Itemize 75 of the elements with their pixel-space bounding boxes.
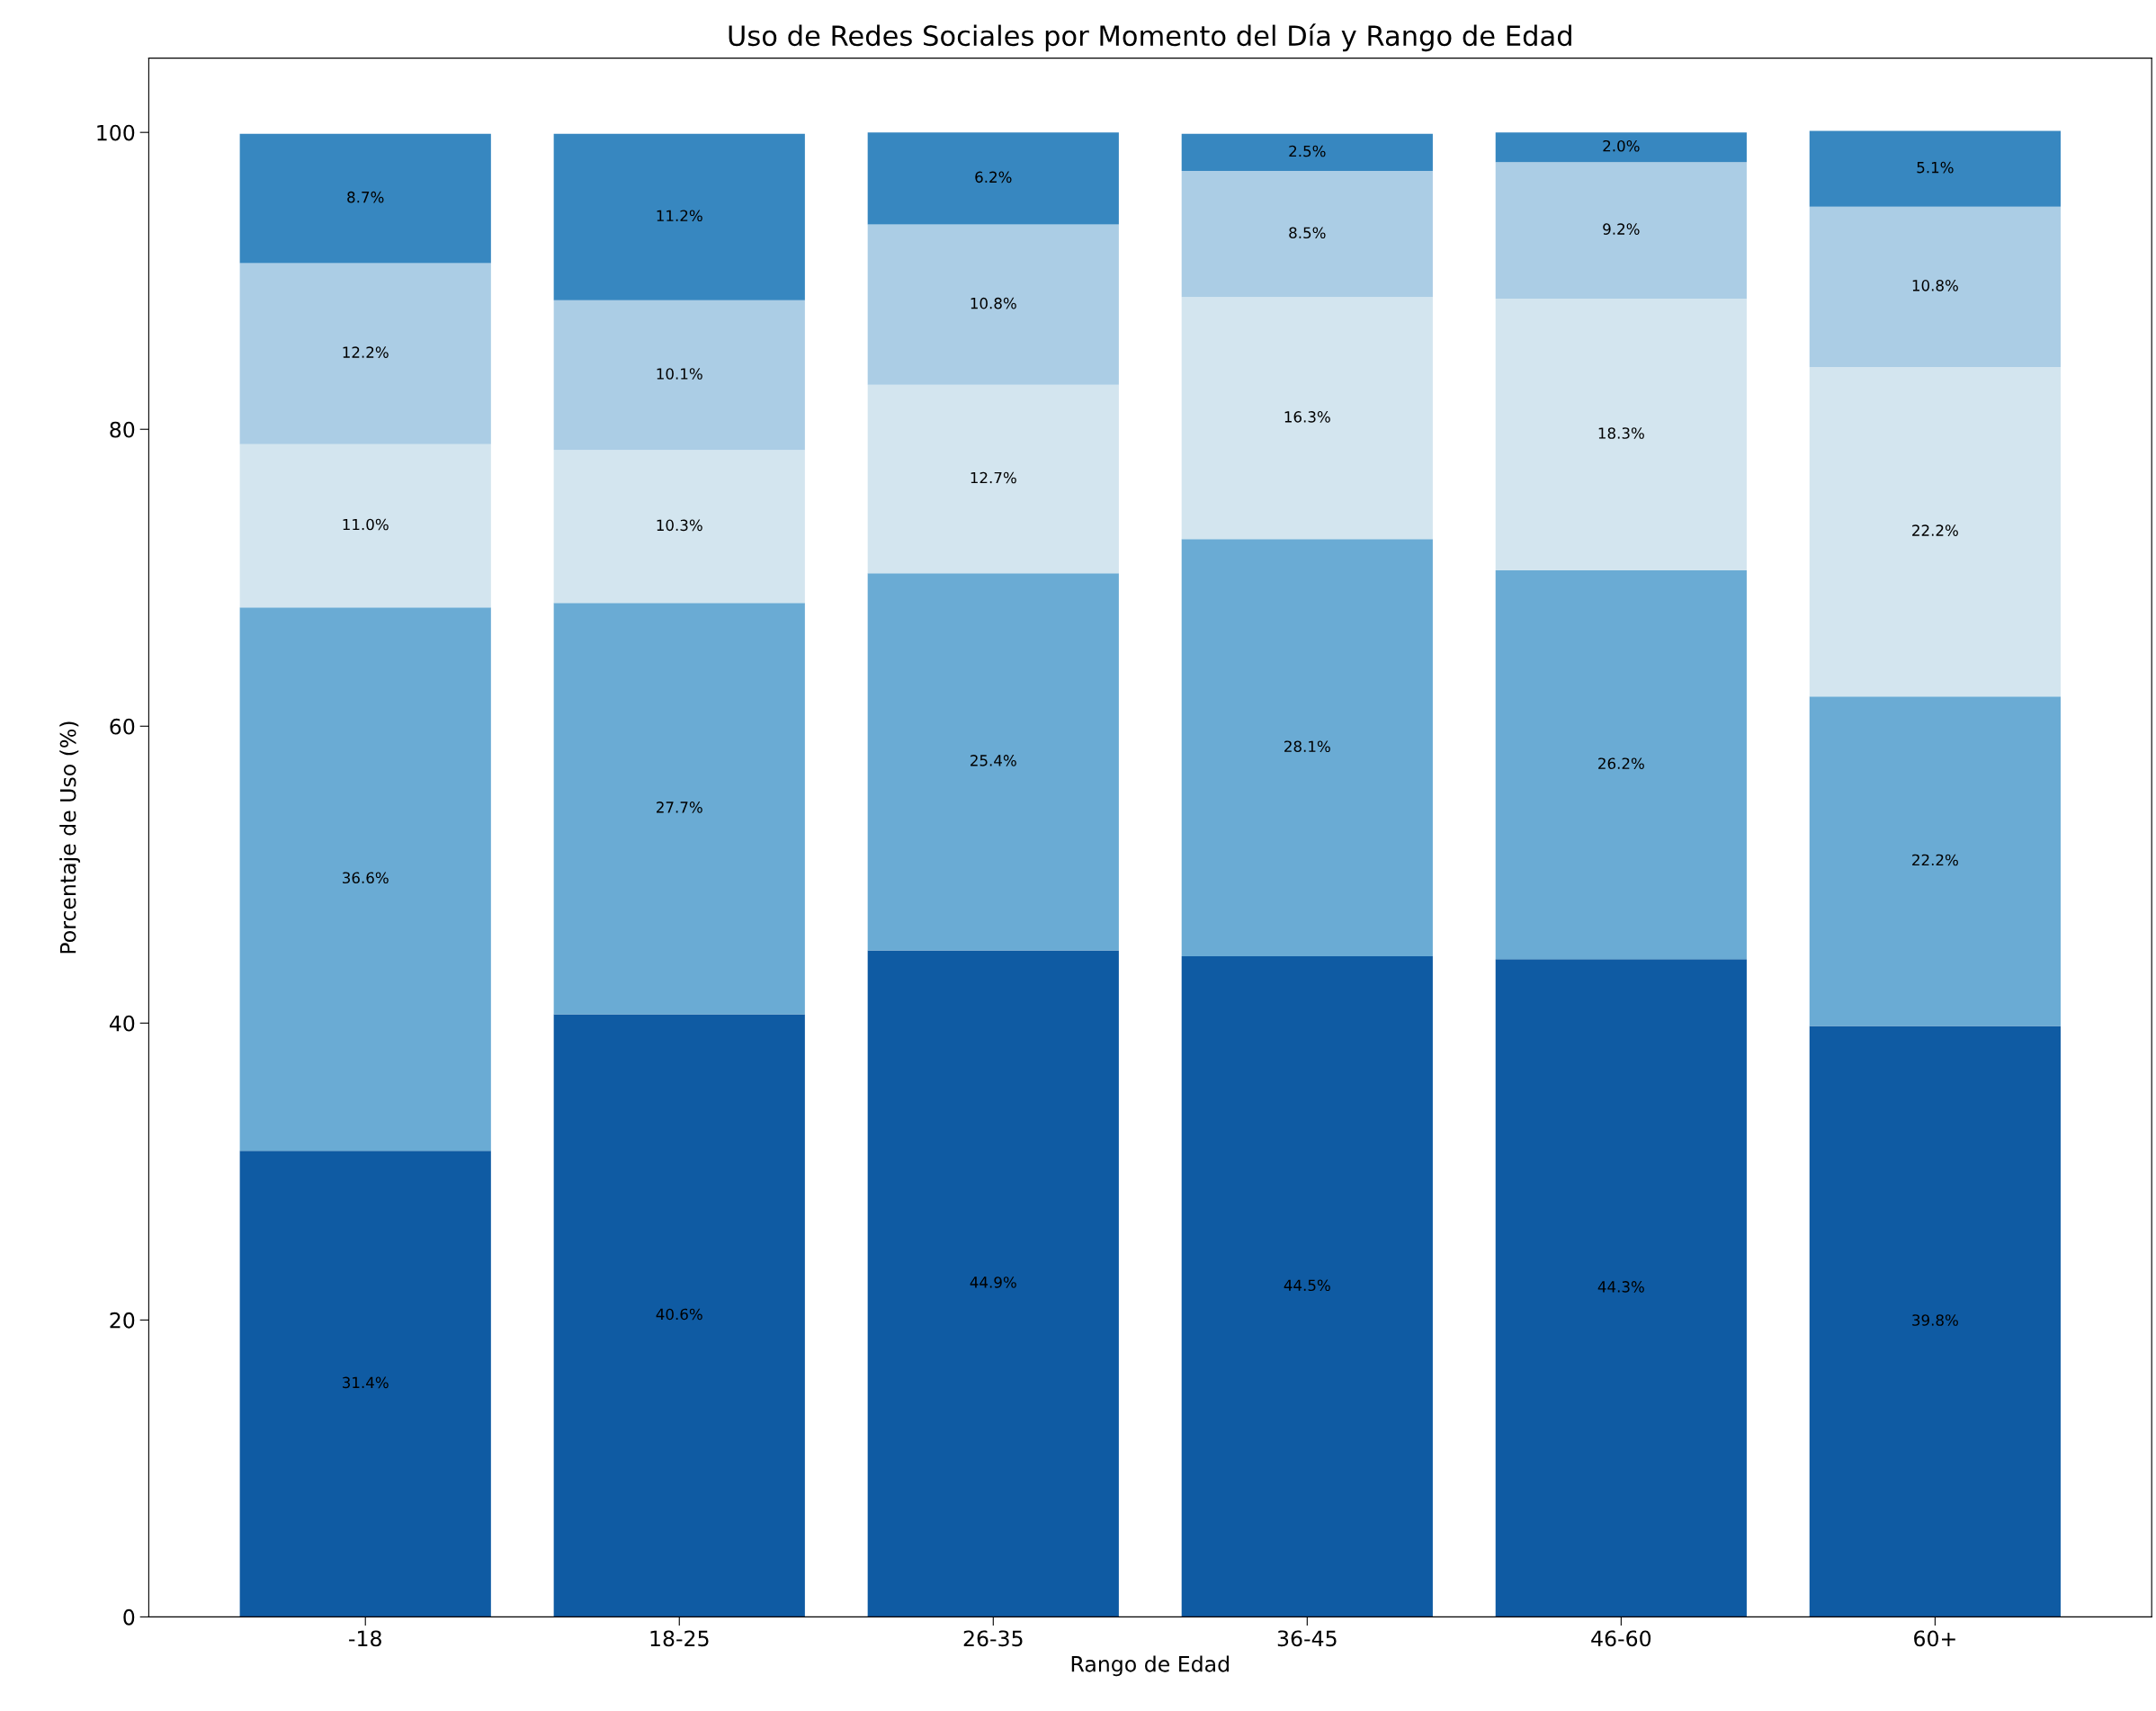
data-label: 10.1% xyxy=(657,368,702,380)
data-label: 9.2% xyxy=(1603,223,1640,235)
bar xyxy=(1495,162,1747,299)
bar xyxy=(553,133,805,300)
bar xyxy=(1809,206,2061,367)
data-label: 22.2% xyxy=(1912,854,1958,866)
bar xyxy=(867,573,1119,951)
y-tick-label: 40 xyxy=(109,1015,135,1032)
bar xyxy=(1495,569,1747,960)
x-axis-title: Rango de Edad xyxy=(1071,1655,1229,1677)
bar xyxy=(1809,130,2061,207)
data-label: 2.5% xyxy=(1289,145,1326,157)
data-label: 11.2% xyxy=(657,210,702,222)
y-tick-label: 80 xyxy=(110,421,135,438)
x-tick-label: -18 xyxy=(349,1630,381,1647)
bar xyxy=(1809,696,2061,1026)
x-tick-label: 60+ xyxy=(1914,1630,1955,1647)
bar xyxy=(239,263,491,444)
bar xyxy=(553,603,805,1015)
bar xyxy=(1181,297,1433,540)
x-tick-label: 26-35 xyxy=(963,1630,1023,1647)
data-label: 12.7% xyxy=(971,471,1016,484)
data-label: 2.0% xyxy=(1603,139,1640,152)
bar xyxy=(1495,299,1747,570)
bar xyxy=(1809,366,2061,697)
bar xyxy=(553,300,805,451)
y-tick-label: 20 xyxy=(110,1312,135,1329)
data-label: 6.2% xyxy=(975,171,1012,184)
bar xyxy=(1809,1026,2061,1617)
bar xyxy=(239,1151,491,1617)
y-tick-label: 0 xyxy=(123,1608,135,1626)
chart-title: Uso de Redes Sociales por Momento del Día y Rango de Edad xyxy=(729,23,1571,52)
y-tick-label: 60 xyxy=(110,718,135,735)
data-label: 36.6% xyxy=(343,872,389,884)
data-label: 25.4% xyxy=(971,755,1016,766)
data-label: 44.3% xyxy=(1597,1281,1644,1293)
data-label: 12.2% xyxy=(343,346,389,358)
bar xyxy=(553,450,805,604)
bar xyxy=(1495,132,1747,163)
bar xyxy=(239,607,491,1151)
data-label: 28.1% xyxy=(1284,740,1330,753)
x-tick-label: 46-60 xyxy=(1591,1630,1651,1647)
data-label: 31.4% xyxy=(343,1376,389,1389)
data-label: 10.3% xyxy=(657,519,702,532)
data-label: 8.5% xyxy=(1289,227,1326,239)
data-label: 10.8% xyxy=(1912,280,1958,291)
bar xyxy=(553,1014,805,1617)
bar xyxy=(1181,956,1433,1617)
data-label: 22.2% xyxy=(1912,524,1958,536)
data-label: 27.7% xyxy=(657,802,702,813)
bar xyxy=(1181,539,1433,957)
bar xyxy=(867,132,1119,225)
data-label: 10.8% xyxy=(971,297,1016,309)
data-label: 40.6% xyxy=(656,1308,702,1321)
bar xyxy=(867,384,1119,574)
bar xyxy=(867,950,1119,1617)
bar xyxy=(1181,171,1433,298)
y-axis-title: Porcentaje de Uso (%) xyxy=(59,721,81,954)
bar xyxy=(239,443,491,608)
data-label: 8.7% xyxy=(347,191,384,203)
y-tick-label: 100 xyxy=(97,124,135,141)
data-label: 16.3% xyxy=(1284,411,1330,423)
data-label: 11.0% xyxy=(343,518,389,531)
x-tick-label: 18-25 xyxy=(650,1630,709,1647)
data-label: 18.3% xyxy=(1598,427,1644,439)
x-tick-label: 36-45 xyxy=(1277,1630,1337,1647)
bar xyxy=(867,224,1119,385)
data-label: 44.9% xyxy=(970,1277,1016,1288)
data-label: 44.5% xyxy=(1284,1279,1330,1292)
data-label: 26.2% xyxy=(1598,757,1644,769)
bar xyxy=(239,133,491,264)
data-label: 39.8% xyxy=(1912,1314,1958,1326)
data-label: 5.1% xyxy=(1917,161,1954,174)
bar xyxy=(1181,133,1433,172)
bar xyxy=(1495,959,1747,1617)
